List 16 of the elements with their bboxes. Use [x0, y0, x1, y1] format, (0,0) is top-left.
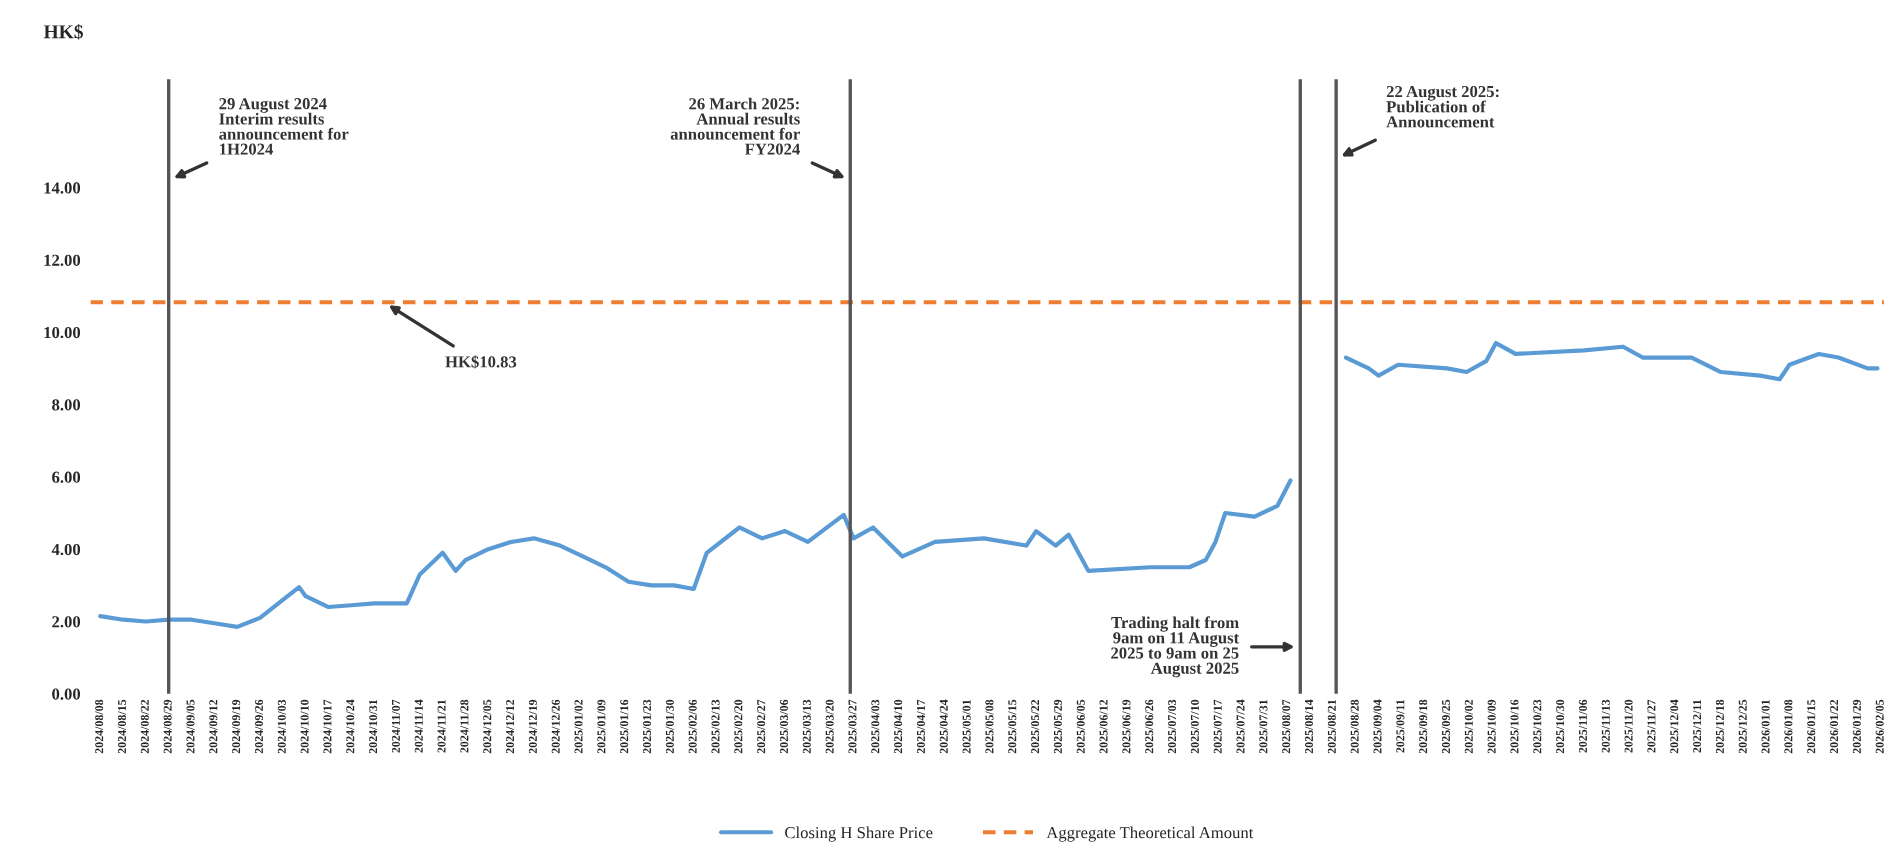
legend-label: Aggregate Theoretical Amount [1046, 826, 1254, 842]
y-axis-title: HK$ [43, 24, 83, 40]
annotation: 26 March 2025: Annual results announcement for FY2024 [670, 97, 800, 155]
y-tick-label: 14.00 [44, 182, 81, 194]
y-tick-label: 8.00 [52, 399, 81, 411]
annotation: HK$10.83 [445, 355, 517, 369]
legend-label: Closing H Share Price [785, 826, 933, 842]
y-tick-label: 6.00 [52, 471, 81, 483]
y-tick-label: 4.00 [51, 543, 81, 556]
annotation: 22 August 2025: Publication of Announcement [1386, 85, 1499, 128]
y-tick-label: 0.00 [52, 688, 81, 700]
y-tick-label: 2.00 [52, 616, 81, 628]
annotation: 29 August 2024 Interim results announcement for 1H2024 [219, 98, 349, 155]
y-tick-label: 10.00 [44, 326, 81, 339]
annotation: Trading halt from 9am on 11 August 2025 to 9am on 25 August 2025 [1111, 616, 1240, 678]
y-tick-label: 12.00 [44, 254, 81, 266]
